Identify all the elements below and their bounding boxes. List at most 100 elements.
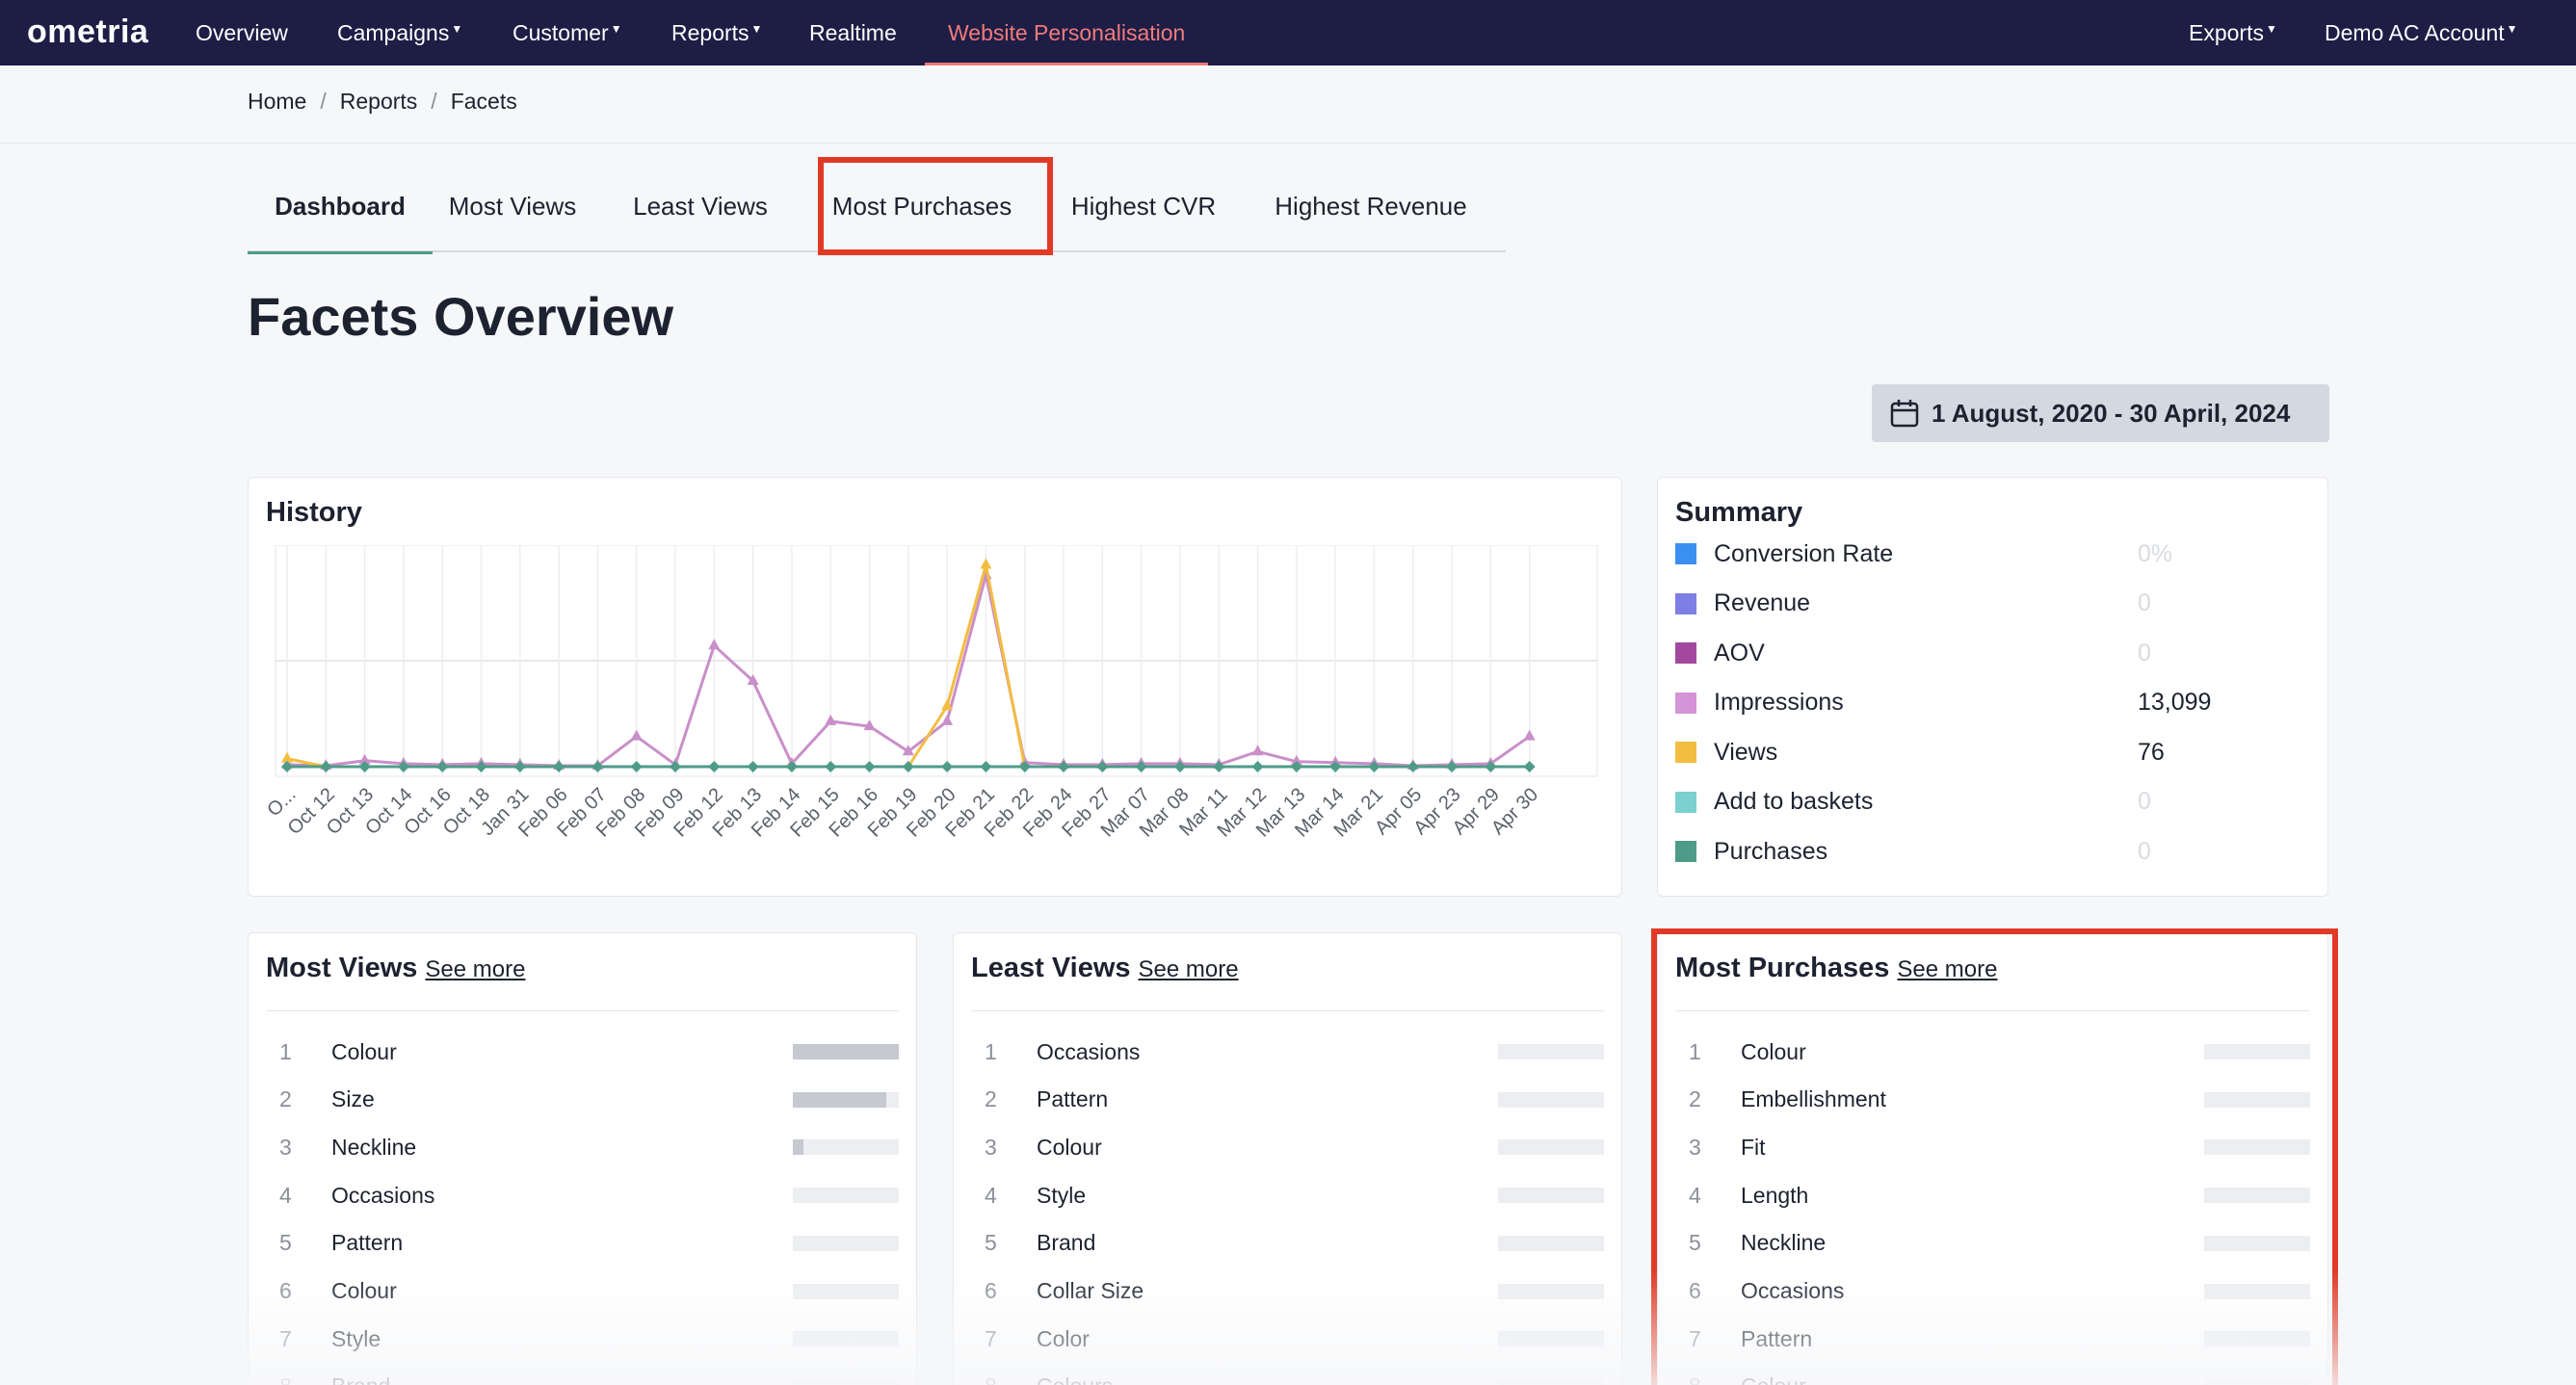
list-item[interactable]: 3 Colour xyxy=(971,1128,1604,1166)
share-bar xyxy=(793,1091,899,1108)
least-views-card: Least Views See more 1 Occasions 2 Pattern 3 C… xyxy=(953,932,1622,1385)
nav-account[interactable]: Demo AC Account ▼ xyxy=(2325,0,2518,65)
tab-most-purchases[interactable]: Most Purchases xyxy=(831,192,1012,221)
divider xyxy=(971,1010,1604,1011)
list-item[interactable]: 4 Style xyxy=(971,1176,1604,1215)
rank-number: 1 xyxy=(1689,1038,1701,1064)
list-item[interactable]: 8Colours xyxy=(971,1368,1604,1385)
tab-most-views[interactable]: Most Views xyxy=(448,192,577,221)
data-point xyxy=(358,753,371,765)
summary-card: Summary Conversion Rate 0% Revenue 0 AOV 0 Imp… xyxy=(1657,477,2328,897)
data-point xyxy=(1446,761,1459,772)
breadcrumb-reports[interactable]: Reports xyxy=(339,89,418,114)
legend-swatch xyxy=(1675,642,1696,664)
share-bar xyxy=(2204,1188,2310,1204)
share-bar xyxy=(793,1283,899,1299)
least-views-see-more-link[interactable]: See more xyxy=(1138,956,1239,982)
list-item[interactable]: 1 Occasions xyxy=(971,1032,1604,1071)
rank-number: 8 xyxy=(971,1373,1037,1385)
list-item[interactable]: 5 Neckline xyxy=(1675,1224,2310,1263)
most-views-see-more-link[interactable]: See more xyxy=(425,956,526,982)
list-item[interactable]: 7 Color xyxy=(971,1320,1604,1358)
share-bar xyxy=(1498,1283,1604,1299)
facet-name: Colour xyxy=(1037,1134,1102,1160)
date-range-button[interactable]: 1 August, 2020 - 30 April, 2024 xyxy=(1872,384,2329,442)
most-views-card: Most Views See more 1 Colour 2 Size 3 Neckline… xyxy=(248,932,917,1385)
data-point xyxy=(708,761,721,772)
nav-overview[interactable]: Overview xyxy=(196,0,288,65)
list-item[interactable]: 6 Colour xyxy=(266,1272,899,1311)
nav-campaigns[interactable]: Campaigns ▼ xyxy=(337,0,462,65)
tab-highest-cvr[interactable]: Highest CVR xyxy=(1070,192,1217,221)
list-item[interactable]: 7 Style xyxy=(266,1320,899,1358)
summary-label: Add to baskets xyxy=(1714,788,1874,815)
summary-title: Summary xyxy=(1675,497,1803,528)
data-point xyxy=(1523,729,1536,741)
data-point xyxy=(941,761,954,772)
facet-name: Embellishment xyxy=(1741,1086,1886,1112)
list-item[interactable]: 5 Pattern xyxy=(266,1224,899,1263)
facet-name: Colour xyxy=(1741,1038,1806,1064)
list-item[interactable]: 2 Pattern xyxy=(971,1081,1604,1119)
data-point xyxy=(785,761,798,772)
facet-name: Color xyxy=(1037,1325,1090,1351)
data-point xyxy=(281,751,293,763)
summary-value: 0 xyxy=(2138,837,2151,865)
share-bar xyxy=(1498,1139,1604,1156)
summary-row: Add to baskets 0 xyxy=(1675,786,2151,819)
nav-campaigns-label: Campaigns xyxy=(337,20,450,45)
nav-reports[interactable]: Reports ▼ xyxy=(671,0,762,65)
facet-name: Pattern xyxy=(1037,1086,1109,1112)
nav-account-label: Demo AC Account xyxy=(2325,20,2505,45)
rank-number: 4 xyxy=(985,1182,997,1208)
data-point xyxy=(825,761,837,772)
divider xyxy=(0,143,2576,144)
rank-number: 2 xyxy=(985,1086,997,1112)
nav-exports[interactable]: Exports ▼ xyxy=(2189,0,2277,65)
tab-least-views[interactable]: Least Views xyxy=(633,192,768,221)
legend-swatch xyxy=(1675,692,1696,714)
data-point xyxy=(475,761,487,772)
nav-exports-label: Exports xyxy=(2189,20,2264,45)
share-bar xyxy=(2204,1091,2310,1108)
nav-realtime[interactable]: Realtime xyxy=(809,0,897,65)
facet-name: Neckline xyxy=(1741,1230,1827,1256)
nav-website-personalisation[interactable]: Website Personalisation xyxy=(924,0,1209,65)
history-title: History xyxy=(266,497,362,528)
breadcrumb-facets: Facets xyxy=(450,89,517,114)
list-item[interactable]: 1 Colour xyxy=(1675,1032,2310,1071)
share-bar xyxy=(1498,1188,1604,1204)
ometria-logo[interactable]: ometria xyxy=(27,13,149,50)
list-item[interactable]: 5 Brand xyxy=(971,1224,1604,1263)
list-item[interactable]: 3 Neckline xyxy=(266,1128,899,1166)
data-point xyxy=(1251,761,1264,772)
facet-name: Brand xyxy=(1037,1230,1096,1256)
least-views-heading: Least Views xyxy=(971,953,1131,983)
data-point xyxy=(825,714,837,725)
list-item[interactable]: 4 Length xyxy=(1675,1176,2310,1215)
legend-swatch xyxy=(1675,592,1696,614)
history-card: History O... Oct 12 Oct 13 Oct 14 Oct 16 Oct … xyxy=(248,477,1622,897)
list-item[interactable]: 2 Embellishment xyxy=(1675,1081,2310,1119)
share-bar xyxy=(793,1139,899,1156)
data-point xyxy=(281,761,293,772)
list-item[interactable]: 2 Size xyxy=(266,1081,899,1119)
tab-dashboard[interactable]: Dashboard xyxy=(248,173,433,254)
list-item[interactable]: 1 Colour xyxy=(266,1032,899,1071)
data-point xyxy=(670,761,682,772)
data-point xyxy=(1213,761,1225,772)
most-purchases-see-more-link[interactable]: See more xyxy=(1897,956,1998,982)
rank-number: 6 xyxy=(279,1278,292,1303)
data-point xyxy=(1290,754,1302,766)
list-item[interactable]: 8Brand xyxy=(266,1368,899,1385)
tab-highest-revenue[interactable]: Highest Revenue xyxy=(1275,192,1467,221)
data-point xyxy=(630,761,643,772)
breadcrumb-home[interactable]: Home xyxy=(248,89,307,114)
data-point xyxy=(902,745,914,756)
list-item[interactable]: 6 Collar Size xyxy=(971,1272,1604,1311)
caret-down-icon: ▼ xyxy=(451,22,463,36)
list-item[interactable]: 4 Occasions xyxy=(266,1176,899,1215)
nav-customer[interactable]: Customer ▼ xyxy=(513,0,622,65)
share-bar xyxy=(793,1235,899,1251)
list-item[interactable]: 3 Fit xyxy=(1675,1128,2310,1166)
